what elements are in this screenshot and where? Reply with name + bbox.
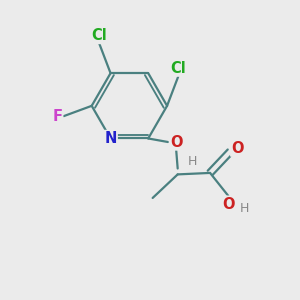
Text: O: O [231,141,244,156]
Text: H: H [188,154,197,168]
Text: H: H [239,202,249,215]
Text: F: F [52,109,62,124]
Text: O: O [223,196,235,211]
Text: Cl: Cl [170,61,186,76]
Text: O: O [170,134,182,149]
Text: Cl: Cl [92,28,107,43]
Text: N: N [104,131,117,146]
